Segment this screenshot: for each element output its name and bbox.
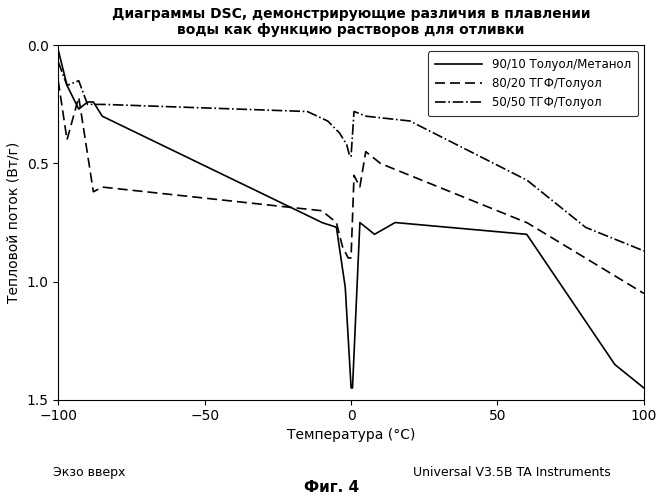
90/10 Толуол/Метанол — [435, 224, 443, 230]
50/50 ТГФ/Толуол — [278, 108, 286, 114]
Y-axis label: Тепловой поток (Вт/г): Тепловой поток (Вт/г) — [7, 142, 21, 303]
80/20 ТГФ/Толуол — [435, 184, 443, 190]
80/20 ТГФ/Толуол — [54, 78, 62, 84]
Line: 80/20 ТГФ/Толуол: 80/20 ТГФ/Толуол — [58, 80, 644, 294]
Text: Фиг. 4: Фиг. 4 — [304, 480, 360, 495]
80/20 ТГФ/Толуол — [406, 172, 414, 178]
Line: 50/50 ТГФ/Толуол: 50/50 ТГФ/Толуол — [58, 62, 644, 251]
80/20 ТГФ/Толуол — [536, 228, 544, 234]
90/10 Толуол/Метанол — [536, 250, 544, 256]
50/50 ТГФ/Толуол — [54, 59, 62, 65]
Line: 90/10 Толуол/Метанол: 90/10 Толуол/Метанол — [58, 50, 644, 388]
X-axis label: Температура (°C): Температура (°C) — [287, 428, 415, 442]
Text: Экзо вверх: Экзо вверх — [53, 466, 125, 479]
50/50 ТГФ/Толуол — [536, 188, 544, 194]
90/10 Толуол/Метанол — [278, 200, 286, 206]
50/50 ТГФ/Толуол — [161, 104, 169, 110]
Text: Universal V3.5B TA Instruments: Universal V3.5B TA Instruments — [413, 466, 611, 479]
90/10 Толуол/Метанол — [406, 221, 414, 227]
80/20 ТГФ/Толуол — [491, 207, 499, 213]
Title: Диаграммы DSC, демонстрирующие различия в плавлении
воды как функцию растворов д: Диаграммы DSC, демонстрирующие различия … — [112, 7, 590, 37]
90/10 Толуол/Метанол — [491, 228, 499, 234]
50/50 ТГФ/Толуол — [640, 248, 648, 254]
90/10 Толуол/Метанол — [161, 144, 169, 150]
90/10 Толуол/Метанол — [54, 47, 62, 53]
80/20 ТГФ/Толуол — [640, 290, 648, 296]
Legend: 90/10 Толуол/Метанол, 80/20 ТГФ/Толуол, 50/50 ТГФ/Толуол: 90/10 Толуол/Метанол, 80/20 ТГФ/Толуол, … — [428, 51, 638, 116]
50/50 ТГФ/Толуол — [435, 133, 443, 139]
50/50 ТГФ/Толуол — [406, 118, 414, 124]
50/50 ТГФ/Толуол — [491, 161, 499, 167]
80/20 ТГФ/Толуол — [278, 204, 286, 210]
80/20 ТГФ/Толуол — [161, 191, 169, 197]
90/10 Толуол/Метанол — [640, 385, 648, 391]
